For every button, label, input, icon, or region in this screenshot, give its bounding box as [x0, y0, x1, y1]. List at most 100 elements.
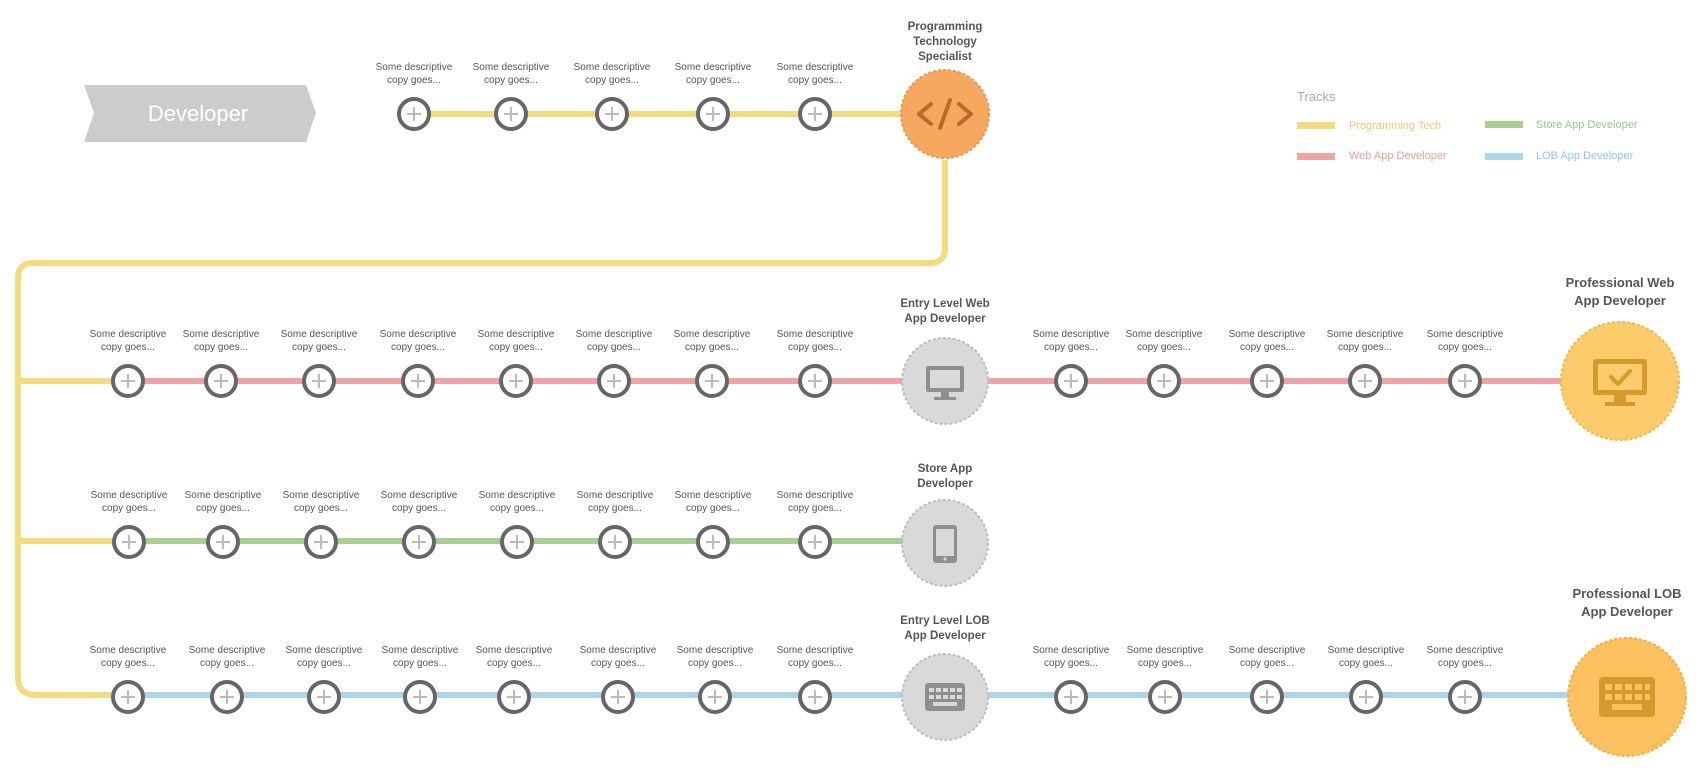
legend-title: Tracks: [1297, 89, 1336, 104]
plus-icon: [611, 690, 625, 704]
step-node[interactable]: Some descriptive copy goes...: [580, 645, 657, 714]
plus-icon: [1458, 374, 1472, 388]
step-node-label: Some descriptive: [1229, 329, 1306, 340]
legend-swatch-store-app: [1485, 121, 1523, 128]
step-node-label: Some descriptive: [1229, 645, 1306, 656]
step-node-label: copy goes...: [585, 75, 639, 86]
step-node-label: copy goes...: [391, 342, 445, 353]
step-node-label: copy goes...: [1339, 658, 1393, 669]
milestone-title-line: Technology: [913, 36, 977, 48]
step-node[interactable]: Some descriptive copy goes...: [90, 645, 167, 714]
step-node[interactable]: Some descriptive copy goes...: [576, 329, 653, 398]
step-node[interactable]: Some descriptive copy goes...: [577, 490, 654, 559]
plus-icon: [706, 535, 720, 549]
plus-icon: [1359, 690, 1373, 704]
step-node-label: copy goes...: [484, 75, 538, 86]
step-node[interactable]: Some descriptive copy goes...: [381, 490, 458, 559]
plus-icon: [214, 374, 228, 388]
step-node-label: Some descriptive: [577, 490, 654, 501]
plus-icon: [1158, 690, 1172, 704]
step-node[interactable]: Some descriptive copy goes...: [777, 645, 854, 714]
step-node[interactable]: Some descriptive copy goes...: [1427, 645, 1504, 714]
milestone-pro-web[interactable]: Professional Web App Developer: [1560, 275, 1680, 441]
plus-icon: [808, 690, 822, 704]
step-node[interactable]: Some descriptive copy goes...: [473, 62, 550, 131]
step-node[interactable]: Some descriptive copy goes...: [185, 490, 262, 559]
step-node-label: Some descriptive: [376, 62, 453, 73]
step-node[interactable]: Some descriptive copy goes...: [376, 62, 453, 131]
step-node[interactable]: Some descriptive copy goes...: [1126, 329, 1203, 398]
step-node[interactable]: Some descriptive copy goes...: [1427, 329, 1504, 398]
step-node-label: Some descriptive: [189, 645, 266, 656]
step-node-label: Some descriptive: [281, 329, 358, 340]
step-node[interactable]: Some descriptive copy goes...: [281, 329, 358, 398]
plus-icon: [407, 107, 421, 121]
step-node-label: Some descriptive: [574, 62, 651, 73]
step-node-label: copy goes...: [788, 342, 842, 353]
step-node[interactable]: Some descriptive copy goes...: [1229, 329, 1306, 398]
milestone-entry-web[interactable]: Entry Level Web App Developer: [900, 298, 990, 425]
step-node-label: copy goes...: [392, 503, 446, 514]
step-node[interactable]: Some descriptive copy goes...: [674, 329, 751, 398]
developer-banner: Developer: [84, 85, 316, 142]
step-node-label: Some descriptive: [380, 329, 457, 340]
step-node[interactable]: Some descriptive copy goes...: [1328, 645, 1405, 714]
step-node-label: copy goes...: [591, 658, 645, 669]
plus-icon: [412, 535, 426, 549]
step-node[interactable]: Some descriptive copy goes...: [675, 490, 752, 559]
step-node-label: Some descriptive: [382, 645, 459, 656]
step-node[interactable]: Some descriptive copy goes...: [1033, 329, 1110, 398]
plus-icon: [504, 107, 518, 121]
plus-icon: [1260, 374, 1274, 388]
step-node[interactable]: Some descriptive copy goes...: [90, 329, 167, 398]
step-node-label: Some descriptive: [286, 645, 363, 656]
step-node[interactable]: Some descriptive copy goes...: [91, 490, 168, 559]
milestone-pro-lob[interactable]: Professional LOB App Developer: [1567, 586, 1687, 757]
step-node[interactable]: Some descriptive copy goes...: [1033, 645, 1110, 714]
step-node[interactable]: Some descriptive copy goes...: [380, 329, 457, 398]
step-node[interactable]: Some descriptive copy goes...: [476, 645, 553, 714]
step-node[interactable]: Some descriptive copy goes...: [777, 490, 854, 559]
step-node[interactable]: Some descriptive copy goes...: [574, 62, 651, 131]
milestone-entry-lob[interactable]: Entry Level LOB App Developer: [900, 615, 990, 741]
step-node[interactable]: Some descriptive copy goes...: [479, 490, 556, 559]
milestone-programming-tech[interactable]: Programming Technology Specialist: [900, 21, 990, 159]
step-node[interactable]: Some descriptive copy goes...: [675, 62, 752, 131]
step-node-label: Some descriptive: [91, 490, 168, 501]
plus-icon: [121, 374, 135, 388]
step-node[interactable]: Some descriptive copy goes...: [382, 645, 459, 714]
step-node[interactable]: Some descriptive copy goes...: [183, 329, 260, 398]
step-node[interactable]: Some descriptive copy goes...: [1229, 645, 1306, 714]
step-node-label: Some descriptive: [576, 329, 653, 340]
step-node-label: Some descriptive: [777, 490, 854, 501]
step-node[interactable]: Some descriptive copy goes...: [1327, 329, 1404, 398]
plus-icon: [706, 107, 720, 121]
track-lines: [15, 111, 1570, 698]
milestone-store-app[interactable]: Store App Developer: [901, 463, 989, 587]
step-node-label: copy goes...: [487, 658, 541, 669]
step-node-label: Some descriptive: [675, 490, 752, 501]
step-node[interactable]: Some descriptive copy goes...: [478, 329, 555, 398]
step-node[interactable]: Some descriptive copy goes...: [1127, 645, 1204, 714]
plus-icon: [808, 535, 822, 549]
step-node-label: copy goes...: [196, 503, 250, 514]
step-node[interactable]: Some descriptive copy goes...: [283, 490, 360, 559]
plus-icon: [808, 374, 822, 388]
step-node-label: copy goes...: [101, 658, 155, 669]
plus-icon: [314, 535, 328, 549]
step-node[interactable]: Some descriptive copy goes...: [677, 645, 754, 714]
step-node-label: Some descriptive: [476, 645, 553, 656]
step-node-label: copy goes...: [788, 503, 842, 514]
step-node[interactable]: Some descriptive copy goes...: [286, 645, 363, 714]
milestone-title-line: App Developer: [1581, 604, 1673, 619]
step-node-label: Some descriptive: [1427, 645, 1504, 656]
step-node[interactable]: Some descriptive copy goes...: [777, 62, 854, 131]
plus-icon: [216, 535, 230, 549]
step-node-label: Some descriptive: [777, 329, 854, 340]
step-node-label: Some descriptive: [381, 490, 458, 501]
step-node-label: Some descriptive: [1127, 645, 1204, 656]
step-node[interactable]: Some descriptive copy goes...: [777, 329, 854, 398]
step-node-label: Some descriptive: [183, 329, 260, 340]
step-node[interactable]: Some descriptive copy goes...: [189, 645, 266, 714]
